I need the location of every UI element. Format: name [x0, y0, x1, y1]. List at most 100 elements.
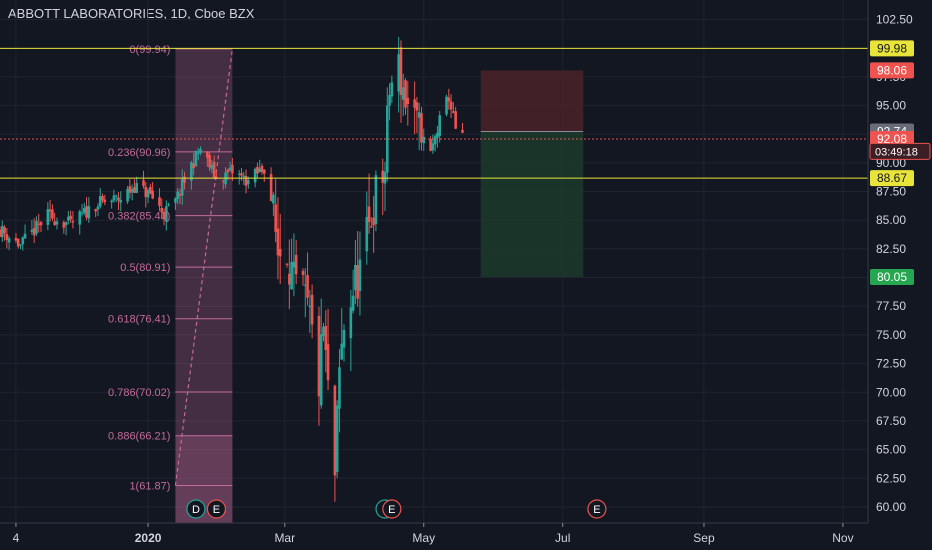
candle-body [292, 261, 296, 268]
candle-body [212, 161, 216, 178]
price-tag-label: 88.67 [877, 171, 907, 185]
candle-body [21, 237, 25, 245]
candle-body [454, 111, 457, 129]
candle-body [303, 284, 307, 286]
candle-body [142, 180, 145, 187]
candle-body [176, 191, 180, 200]
candle-body [117, 197, 120, 201]
candle-body [192, 163, 195, 169]
price-axis-tick: 72.50 [876, 357, 906, 371]
candle-body [3, 227, 6, 234]
candle-body [452, 111, 455, 113]
fib-level-label: 0.382(85.40) [108, 211, 170, 223]
candle-body [374, 175, 378, 224]
fib-level-label: 0.236(90.96) [108, 147, 170, 159]
candle-body [226, 169, 230, 173]
candle-body [385, 105, 389, 173]
candle-body [215, 176, 218, 179]
candle-body [149, 186, 152, 194]
candle-body [351, 295, 355, 311]
candle-body [326, 344, 330, 381]
candle-body [7, 238, 11, 243]
time-axis-tick: Sep [693, 531, 715, 545]
candle-body [420, 113, 423, 143]
candle-body [431, 143, 435, 151]
candle-body [244, 175, 248, 186]
candle-body [199, 148, 202, 154]
candle-body [231, 164, 234, 174]
price-axis-tick: 75.00 [876, 328, 906, 342]
fib-level-label: 1(61.87) [129, 480, 170, 492]
candle-body [37, 223, 41, 225]
candle-body [447, 97, 451, 102]
price-axis-tick: 65.00 [876, 443, 906, 457]
candle-body [67, 216, 70, 221]
price-axis-tick: 102.50 [876, 12, 913, 26]
candle-body [210, 164, 214, 169]
candle-body [14, 237, 18, 241]
candle-body [258, 168, 262, 173]
candle-body [276, 228, 280, 256]
candle-body [128, 186, 132, 193]
price-axis-tick: 60.00 [876, 500, 906, 514]
candle-body [196, 153, 200, 155]
event-marker [382, 499, 402, 519]
candle-body [112, 195, 116, 201]
candles [0, 36, 464, 502]
candle-body [39, 221, 43, 226]
candle-body [48, 209, 52, 212]
candle-body [372, 217, 375, 226]
candle-body [415, 102, 419, 111]
candle-body [301, 270, 305, 276]
candle-body [160, 208, 164, 213]
candle-body [406, 97, 410, 105]
fib-level-label: 0.5(80.91) [120, 262, 170, 274]
event-marker [206, 499, 227, 519]
event-marker-label: E [213, 504, 220, 516]
candle-body [32, 228, 36, 236]
candle-body [242, 175, 246, 177]
candle-body [80, 212, 84, 214]
grid [0, 0, 868, 523]
candle-body [388, 95, 391, 106]
candle-body [422, 136, 426, 144]
candle-body [433, 136, 437, 145]
price-axis-tick: 87.50 [876, 185, 906, 199]
time-axis-tick: Nov [832, 531, 853, 545]
price-axis-tick: 95.00 [876, 99, 906, 113]
candle-body [356, 265, 359, 299]
candle-body [335, 405, 339, 472]
candle-body [228, 167, 232, 171]
fib-level-label: 0.786(70.02) [108, 387, 170, 399]
candle-body [16, 238, 20, 247]
candle-body [272, 194, 275, 204]
candle-body [119, 199, 123, 203]
countdown-label: 03:49:18 [875, 146, 918, 158]
candle-body [183, 176, 186, 183]
candle-body [237, 173, 241, 175]
time-axis-tick: Jul [555, 531, 570, 545]
candle-body [55, 221, 59, 225]
candle-body [262, 169, 266, 174]
candle-body [82, 208, 86, 213]
candle-body [333, 385, 337, 476]
event-marker-label: D [192, 504, 200, 516]
price-tag-label: 92.08 [877, 132, 907, 146]
candle-body [338, 367, 341, 409]
candle-body [133, 187, 136, 193]
candle-body [221, 180, 225, 182]
candle-body [399, 47, 403, 96]
candle-body [162, 211, 166, 219]
candle-body [174, 198, 177, 203]
candle-body [53, 221, 56, 225]
candle-body [390, 82, 394, 97]
candle-body [69, 215, 72, 220]
candle-body [429, 138, 432, 151]
fib-zone-shade [175, 48, 233, 523]
candle-body [126, 188, 129, 202]
candle-body [178, 194, 182, 196]
event-marker [587, 499, 607, 519]
candle-body [0, 229, 2, 237]
position-target-zone [480, 131, 584, 277]
